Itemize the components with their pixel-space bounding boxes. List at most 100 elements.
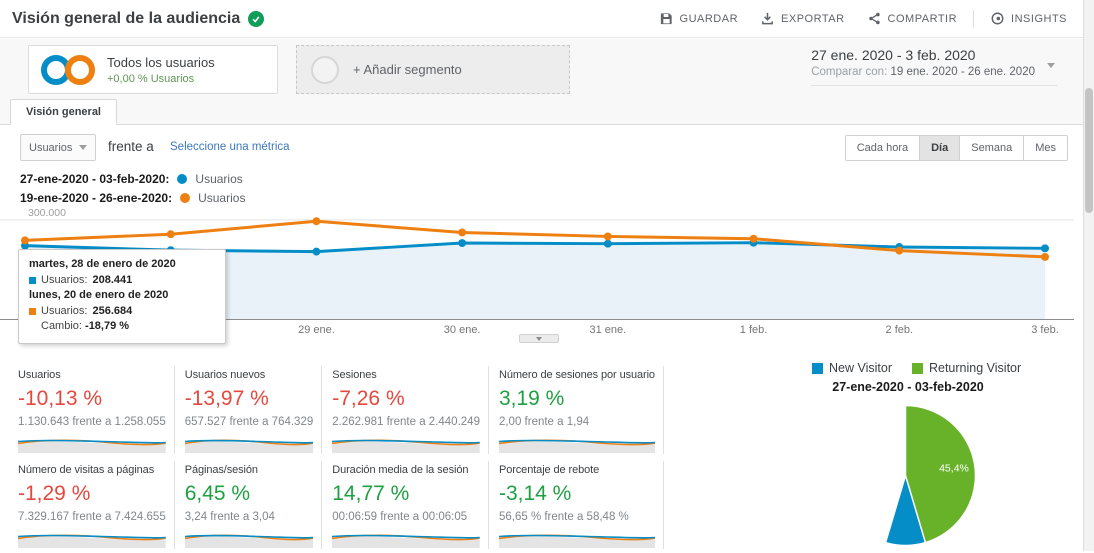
legend-metric: Usuarios: [195, 171, 243, 186]
scorecard[interactable]: Número de visitas a páginas -1,29 % 7.32…: [18, 461, 175, 549]
insights-button-label: INSIGHTS: [1011, 12, 1067, 25]
scorecard-comparison: 00:06:59 frente a 00:06:05: [332, 511, 468, 523]
granularity-group: Cada hora Día Semana Mes: [844, 135, 1068, 161]
export-icon: [760, 11, 775, 26]
chart-resize-handle[interactable]: [519, 334, 559, 343]
chart-marker: [312, 217, 321, 226]
scorecard-title: Duración media de la sesión: [332, 464, 469, 476]
share-button[interactable]: COMPARTIR: [856, 6, 969, 31]
chart-marker: [895, 246, 904, 255]
tab-strip: Visión general: [0, 99, 1083, 125]
scorecard-sparkline: [498, 434, 655, 454]
granularity-mes[interactable]: Mes: [1023, 136, 1067, 160]
insights-button[interactable]: INSIGHTS: [979, 6, 1078, 31]
scorecard[interactable]: Sesiones -7,26 % 2.262.981 frente a 2.44…: [322, 366, 489, 454]
metric-select[interactable]: Usuarios: [20, 134, 96, 161]
x-axis-label: 30 ene.: [443, 324, 481, 336]
select-metric-link[interactable]: Seleccione una métrica: [170, 141, 290, 153]
pie-slice-returning-visitor: [904, 404, 977, 544]
granularity-semana[interactable]: Semana: [959, 136, 1023, 160]
segment-ring-orange-icon: [65, 54, 95, 85]
granularity-cada-hora[interactable]: Cada hora: [856, 142, 909, 154]
segment-region: Todos los usuarios +0,00 % Usuarios + Añ…: [0, 39, 1083, 125]
pie-legend-item: Returning Visitor: [911, 361, 1021, 375]
segment-rings-icon: [41, 54, 95, 85]
tooltip-current-date: martes, 28 de enero de 2020: [29, 258, 176, 270]
scorecard-title: Usuarios: [18, 369, 61, 381]
chart-marker: [458, 228, 467, 237]
tab-overview[interactable]: Visión general: [10, 99, 117, 125]
tooltip-metric-label: Usuarios:: [41, 304, 88, 317]
chart-marker: [1041, 244, 1049, 253]
metric-select-value: Usuarios: [29, 141, 73, 154]
scorecard-title: Páginas/sesión: [184, 464, 258, 476]
x-axis-label: 31 ene.: [589, 324, 627, 336]
pie-slice-label: 45,4%: [939, 462, 969, 474]
chart-marker: [603, 239, 612, 248]
select-caret-icon: [79, 145, 87, 150]
date-range-selector[interactable]: 27 ene. 2020 - 3 feb. 2020 Comparar con:…: [811, 47, 1057, 86]
legend-row: 27-ene-2020 - 03-feb-2020: Usuarios: [20, 169, 245, 188]
page-title: Visión general de la audiencia: [12, 9, 241, 27]
legend-dot-icon: [177, 173, 188, 184]
scorecard[interactable]: Páginas/sesión 6,45 % 3,24 frente a 3,04: [175, 461, 323, 549]
current-series-bullet-icon: [29, 276, 36, 284]
pie-legend: New Visitor Returning Visitor: [812, 361, 1021, 375]
scorecard-sparkline: [18, 529, 166, 549]
legend-dot-icon: [180, 192, 191, 203]
share-icon: [867, 11, 882, 26]
chart-marker: [749, 234, 758, 243]
scorecard-comparison: 3,24 frente a 3,04: [184, 511, 275, 523]
legend-range: 19-ene-2020 - 26-ene-2020:: [20, 190, 173, 205]
scorecard-title: Número de sesiones por usuario: [498, 369, 655, 381]
scorecard-comparison: 1.130.643 frente a 1.258.055: [18, 416, 166, 428]
vertical-scrollbar[interactable]: [1083, 0, 1094, 551]
legend-row: 19-ene-2020 - 26-ene-2020: Usuarios: [20, 188, 245, 207]
scrollbar-thumb[interactable]: [1085, 88, 1093, 213]
chart-marker: [603, 232, 612, 241]
x-axis-label: 3 feb.: [1031, 324, 1059, 336]
tooltip-current-value: 208.441: [92, 273, 133, 286]
pie-legend-item: New Visitor: [812, 361, 892, 375]
verified-badge-icon: [248, 10, 265, 27]
pie-legend-swatch-icon: [812, 362, 823, 374]
scorecard-sparkline: [184, 529, 314, 549]
scorecard-sparkline: [332, 529, 480, 549]
top-bar: Visión general de la audiencia GUARDAR EX…: [0, 0, 1094, 38]
granularity-día[interactable]: Día: [919, 136, 960, 160]
visitor-type-pie-chart[interactable]: 54,6%45,4%: [833, 403, 978, 548]
segment-all-users[interactable]: Todos los usuarios +0,00 % Usuarios: [28, 45, 278, 94]
scorecard[interactable]: Porcentaje de rebote -3,14 % 56,65 % fre…: [489, 461, 664, 549]
scorecard[interactable]: Usuarios nuevos -13,97 % 657.527 frente …: [175, 366, 323, 454]
scorecard-comparison: 657.527 frente a 764.329: [184, 416, 314, 428]
previous-series-bullet-icon: [29, 307, 36, 315]
scorecard[interactable]: Duración media de la sesión 14,77 % 00:0…: [322, 461, 489, 549]
timeseries-chart[interactable]: [0, 210, 1074, 320]
export-button[interactable]: EXPORTAR: [749, 6, 856, 31]
share-button-label: COMPARTIR: [887, 12, 958, 25]
add-segment-button[interactable]: + Añadir segmento: [296, 45, 570, 94]
x-axis-label: 29 ene.: [298, 324, 335, 336]
x-axis-label: 1 feb.: [739, 324, 768, 336]
legend-metric: Usuarios: [198, 190, 246, 205]
date-range-compare-label: Comparar con:: [811, 66, 888, 78]
save-icon: [659, 11, 674, 26]
scorecard-percent: -10,13 %: [18, 387, 103, 410]
insights-icon: [990, 11, 1005, 26]
date-range-compare: 19 ene. 2020 - 26 ene. 2020: [890, 66, 1035, 78]
save-button[interactable]: GUARDAR: [648, 6, 750, 31]
scorecard[interactable]: Usuarios -10,13 % 1.130.643 frente a 1.2…: [18, 366, 175, 454]
scorecard-percent: -13,97 %: [184, 387, 269, 410]
tooltip-change-value: -18,79 %: [85, 320, 130, 332]
scorecard-title: Porcentaje de rebote: [498, 464, 600, 476]
scorecard-comparison: 56,65 % frente a 58,48 %: [498, 511, 629, 523]
scorecard[interactable]: Número de sesiones por usuario 3,19 % 2,…: [489, 366, 664, 454]
handle-caret-icon: [536, 336, 542, 341]
scorecard-comparison: 7.329.167 frente a 7.424.655: [18, 511, 166, 523]
scorecard-percent: -3,14 %: [498, 482, 572, 505]
chart-area-fill: [25, 242, 1045, 319]
y-gridline-label: 300.000: [28, 207, 66, 219]
scorecard-sparkline: [184, 434, 314, 454]
chart-legend: 27-ene-2020 - 03-feb-2020: Usuarios 19-ene…: [20, 169, 245, 207]
scorecards: Usuarios -10,13 % 1.130.643 frente a 1.2…: [18, 366, 664, 549]
